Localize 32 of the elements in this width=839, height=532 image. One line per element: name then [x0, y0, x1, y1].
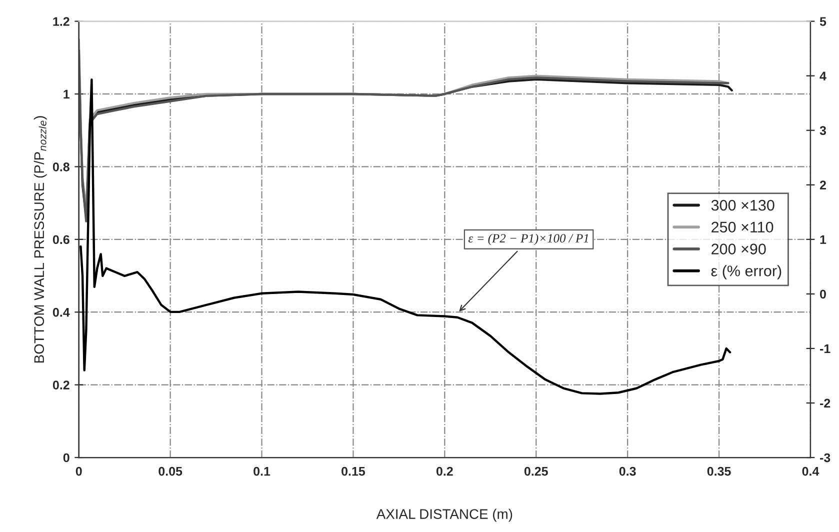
y-tick-label: 0.2 — [52, 380, 70, 390]
y-tick-label: 0.8 — [52, 162, 70, 172]
x-tick-label: 0.15 — [342, 466, 366, 476]
y2-tick-label: -2 — [820, 398, 830, 408]
y-tick-label: 1 — [64, 90, 70, 99]
y2-tick-label: 4 — [820, 72, 826, 80]
x-tick-label: 0.3 — [619, 466, 636, 476]
legend-label: 250 ×110 — [712, 222, 774, 233]
y2-tick-label: 5 — [820, 17, 826, 26]
x-tick-label: 0 — [76, 466, 82, 476]
y-tick-label: 1.2 — [53, 17, 70, 26]
y-axis-title: BOTTOM WALL PRESSURE (P/P$_{nozzle}$) — [34, 116, 47, 362]
annotation: ε = (P2 − P1)×100 / P1 — [468, 234, 588, 246]
y-tick-label: 0.4 — [52, 308, 70, 317]
y2-tick-label: 2 — [820, 180, 826, 190]
x-tick-label: 0.1 — [254, 466, 270, 476]
x-tick-label: 0.35 — [707, 466, 731, 476]
x-tick-label: 0.4 — [802, 466, 820, 476]
legend-label: ε (% error) — [711, 265, 782, 280]
y2-tick-label: -3 — [820, 453, 830, 462]
y-tick-label: 0 — [63, 453, 70, 462]
x-tick-label: 0.2 — [436, 466, 453, 476]
x-tick-label: 0.05 — [158, 466, 182, 476]
x-axis-title: AXIAL DISTANCE (m) — [376, 508, 512, 522]
y2-tick-label: 0 — [820, 290, 826, 299]
x-tick-label: 0.25 — [524, 466, 548, 476]
y-tick-label: 0.6 — [52, 235, 70, 244]
y2-tick-label: 3 — [820, 126, 826, 136]
y2-tick-label: -1 — [820, 344, 830, 353]
y2-tick-label: 1 — [820, 235, 826, 244]
legend-label: 300 ×130 — [711, 200, 774, 211]
legend-label: 200 ×90 — [712, 244, 766, 254]
